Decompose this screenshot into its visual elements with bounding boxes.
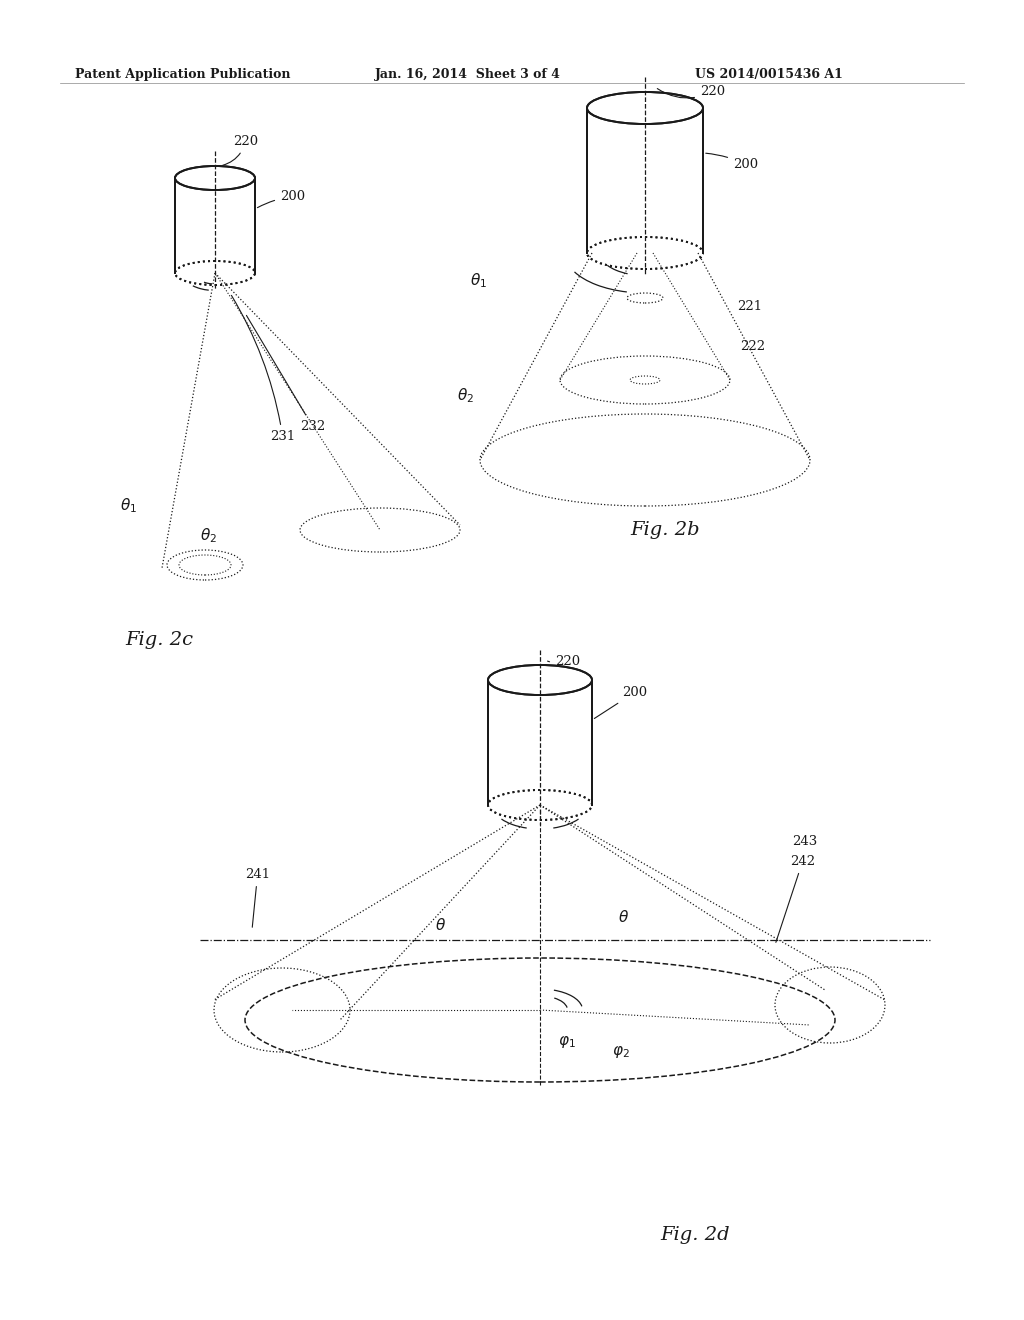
Text: 220: 220 [222, 135, 258, 165]
Text: Patent Application Publication: Patent Application Publication [75, 69, 291, 81]
Text: 241: 241 [245, 869, 270, 927]
Polygon shape [587, 108, 703, 253]
Text: $\varphi_2$: $\varphi_2$ [612, 1044, 630, 1060]
Text: 221: 221 [737, 300, 762, 313]
Text: 222: 222 [740, 341, 765, 352]
Text: 200: 200 [257, 190, 305, 207]
Text: 243: 243 [792, 836, 817, 847]
Text: 220: 220 [657, 84, 725, 98]
Text: $\theta_1$: $\theta_1$ [470, 271, 487, 289]
Text: $\theta$: $\theta$ [618, 909, 629, 925]
Text: 232: 232 [247, 315, 326, 433]
Text: 231: 231 [231, 296, 295, 444]
Text: 200: 200 [706, 153, 758, 172]
Text: Fig. 2c: Fig. 2c [125, 631, 193, 649]
Ellipse shape [587, 92, 703, 124]
Text: 220: 220 [548, 655, 581, 668]
Text: 242: 242 [776, 855, 815, 942]
Text: $\theta_2$: $\theta_2$ [200, 525, 217, 545]
Text: Fig. 2b: Fig. 2b [630, 521, 699, 539]
Text: 200: 200 [594, 686, 647, 718]
Text: US 2014/0015436 A1: US 2014/0015436 A1 [695, 69, 843, 81]
Ellipse shape [488, 665, 592, 696]
Text: $\theta_1$: $\theta_1$ [120, 496, 137, 515]
Text: Jan. 16, 2014  Sheet 3 of 4: Jan. 16, 2014 Sheet 3 of 4 [375, 69, 561, 81]
Ellipse shape [175, 166, 255, 190]
Text: $\varphi_1$: $\varphi_1$ [558, 1034, 575, 1049]
Text: Fig. 2d: Fig. 2d [660, 1226, 730, 1243]
Polygon shape [175, 178, 255, 273]
Polygon shape [488, 680, 592, 805]
Text: $\theta_2$: $\theta_2$ [457, 385, 474, 405]
Text: $\theta$: $\theta$ [435, 917, 446, 933]
